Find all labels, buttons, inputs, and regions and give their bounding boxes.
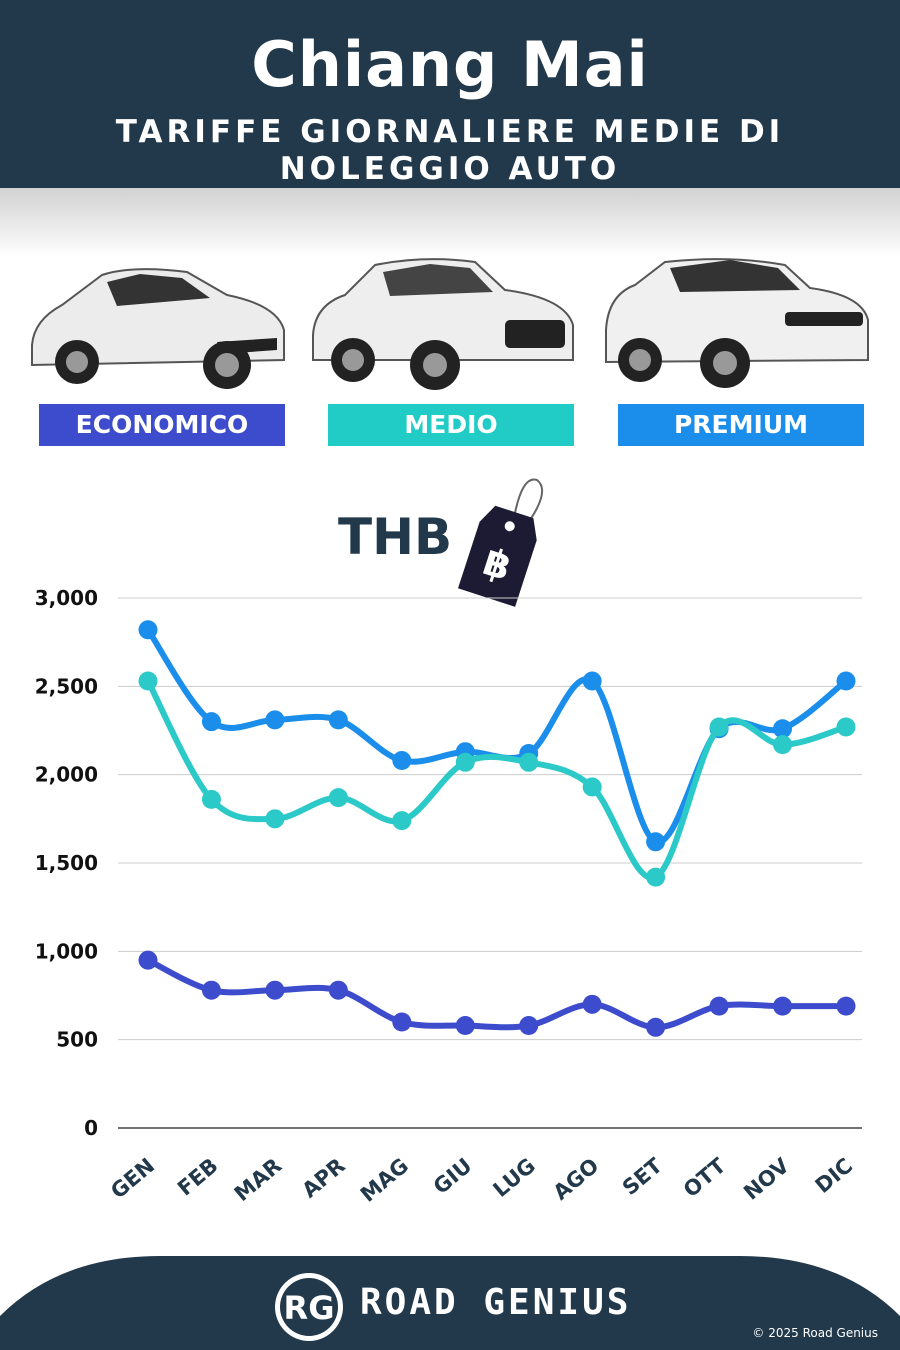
badge-premium: PREMIUM (618, 404, 864, 446)
data-point-economico (328, 980, 348, 1000)
footer (0, 1256, 900, 1350)
data-point-economico (265, 980, 285, 1000)
x-tick-label: OTT (679, 1153, 731, 1202)
header: Chiang Mai TARIFFE GIORNALIERE MEDIE DI … (0, 0, 900, 188)
data-point-economico (519, 1016, 539, 1036)
data-point-economico (836, 996, 856, 1016)
data-point-economico (709, 996, 729, 1016)
y-tick-label: 3,000 (35, 586, 98, 610)
y-tick-label: 2,000 (35, 763, 98, 787)
data-point-economico (455, 1016, 475, 1036)
data-point-medio (265, 809, 285, 829)
data-point-medio (646, 867, 666, 887)
data-point-premium (392, 751, 412, 771)
x-tick-label: DIC (811, 1153, 858, 1198)
data-point-economico (582, 994, 602, 1014)
midsize-suv-icon (312, 258, 574, 390)
series-line-medio (145, 678, 849, 881)
data-point-medio (519, 752, 539, 772)
data-point-medio (582, 777, 602, 797)
data-point-premium (836, 671, 856, 691)
x-tick-label: NOV (739, 1153, 794, 1205)
x-tick-label: SET (618, 1153, 667, 1200)
data-point-economico (646, 1017, 666, 1037)
y-tick-label: 2,500 (35, 674, 98, 698)
data-point-premium (646, 832, 666, 852)
x-tick-label: AGO (549, 1153, 604, 1204)
data-point-medio (455, 752, 475, 772)
y-tick-label: 1,000 (35, 939, 98, 963)
page-title: Chiang Mai (251, 28, 649, 101)
y-tick-label: 1,500 (35, 851, 98, 875)
data-point-medio (773, 735, 793, 755)
x-tick-label: LUG (489, 1153, 540, 1202)
currency-label: THB (338, 508, 453, 566)
x-tick-label: APR (298, 1153, 350, 1202)
premium-suv-icon (605, 258, 869, 388)
data-point-premium (328, 710, 348, 730)
data-point-medio (709, 717, 729, 737)
data-point-economico (773, 996, 793, 1016)
series-line-economico (145, 957, 849, 1031)
data-point-premium (265, 710, 285, 730)
badge-economico: ECONOMICO (39, 404, 285, 446)
x-tick-label: MAG (356, 1153, 413, 1206)
x-tick-label: GIU (429, 1153, 477, 1198)
line-chart: 0 500 1,000 1,500 2,000 2,500 3,000 GEN FEB MAR AP… (35, 586, 862, 1207)
copyright: © 2025 Road Genius (752, 1326, 878, 1340)
y-tick-label: 0 (84, 1116, 98, 1140)
data-point-premium (773, 719, 793, 739)
data-point-medio (201, 789, 221, 809)
data-point-medio (392, 811, 412, 831)
series-line-premium (145, 626, 849, 845)
data-point-medio (836, 717, 856, 737)
x-tick-label: MAR (230, 1153, 286, 1206)
economy-car-icon (31, 268, 285, 389)
data-point-medio (328, 788, 348, 808)
data-point-medio (138, 671, 158, 691)
y-tick-label: 500 (56, 1028, 98, 1052)
header-shadow (0, 188, 900, 258)
data-point-premium (138, 620, 158, 640)
logo-text: RG (284, 1289, 335, 1327)
data-point-premium (201, 712, 221, 732)
x-tick-label: GEN (106, 1153, 159, 1203)
page-subtitle: TARIFFE GIORNALIERE MEDIE DI NOLEGGIO AU… (115, 114, 785, 187)
road-genius-logo-icon: RG (275, 1273, 343, 1341)
badge-medio: MEDIO (328, 404, 574, 446)
x-tick-label: FEB (173, 1153, 223, 1200)
price-tag-icon: ฿ (458, 478, 544, 607)
data-point-premium (582, 671, 602, 691)
data-point-economico (138, 950, 158, 970)
data-point-economico (201, 980, 221, 1000)
data-point-economico (392, 1012, 412, 1032)
brand-name: ROAD GENIUS (360, 1282, 632, 1323)
